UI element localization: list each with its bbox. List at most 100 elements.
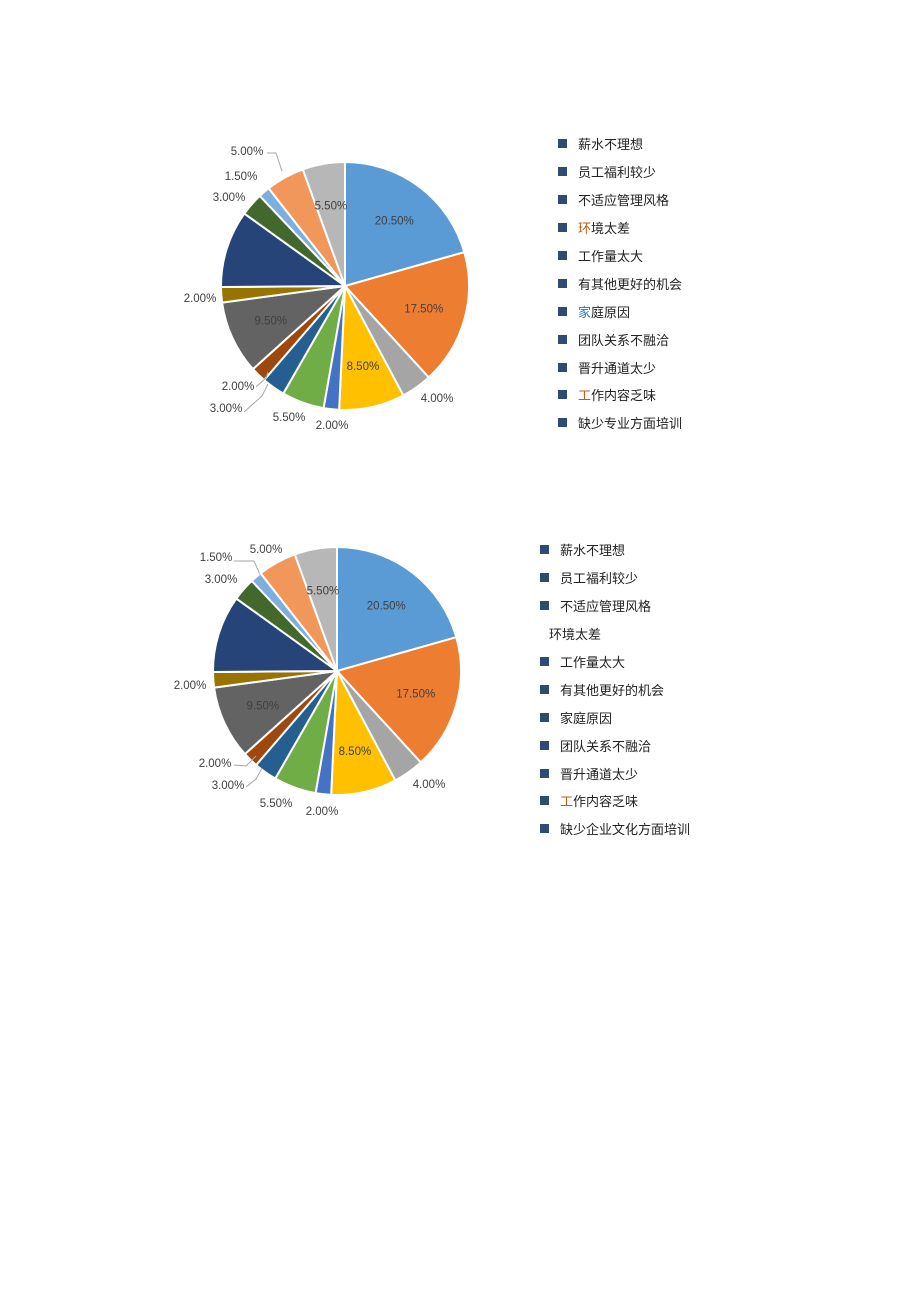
leader-line — [267, 152, 283, 172]
legend-label: 缺少专业方面培训 — [578, 417, 683, 433]
legend-swatch — [540, 796, 549, 806]
legend-label: 工作量太大 — [560, 656, 626, 671]
pie-slice — [293, 545, 338, 672]
leader-line — [243, 383, 269, 413]
legend-swatch — [558, 251, 567, 260]
slice-value-label: 1.50% — [225, 171, 258, 183]
slice-value-label: 5.00% — [231, 146, 264, 158]
legend-label: 团队关系不融洽 — [560, 739, 652, 755]
pie-slice — [211, 597, 341, 673]
legend-swatch — [558, 306, 567, 316]
pie-slice — [336, 545, 458, 673]
slice-value-label: 2.00% — [222, 381, 255, 393]
legend-label: 有其他更好的机会 — [560, 683, 665, 699]
legend-item: 家庭原因 — [558, 297, 682, 325]
legend-item: 环境太差 — [540, 620, 690, 648]
pie-slice — [343, 250, 470, 379]
slice-value-label: 2.00% — [184, 293, 217, 305]
legend-swatch — [558, 362, 567, 372]
legend-swatch — [558, 195, 567, 205]
slice-value-label: 2.00% — [306, 806, 339, 818]
leader-line — [233, 755, 257, 767]
legend-swatch — [558, 139, 567, 149]
legend-swatch — [558, 223, 567, 233]
pie-chart-1-legend: 薪水不理想员工福利较少 不适应管理风格环境太差工作量太大有其他更好的机会家庭原因团… — [558, 130, 682, 437]
legend-label: 工作内容乏味 — [560, 795, 639, 811]
slice-value-label: 1.50% — [200, 552, 233, 564]
legend-item: 工作量太大 — [558, 242, 682, 270]
slice-value-label: 17.50% — [396, 688, 435, 700]
legend-label: 环境太差 — [549, 628, 602, 644]
legend-item: 工作内容乏味 — [558, 381, 682, 409]
slice-value-label: 3.00% — [205, 574, 238, 586]
slice-value-label: 3.00% — [210, 403, 243, 415]
slice-value-label: 8.50% — [339, 746, 372, 758]
slice-value-label: 4.00% — [421, 393, 454, 405]
legend-item: 团队关系不融洽 — [558, 325, 682, 353]
slice-value-label: 17.50% — [404, 303, 443, 315]
slice-value-label: 2.00% — [174, 680, 207, 692]
slice-value-label: 5.50% — [273, 412, 306, 424]
legend-swatch — [558, 418, 567, 428]
legend-swatch — [540, 657, 549, 666]
legend-item: 不适应管理风格 — [540, 592, 690, 620]
slice-value-label: 2.00% — [316, 420, 349, 432]
legend-label: 不适应管理风格 — [560, 600, 652, 616]
legend-label: 家庭原因 — [578, 305, 631, 321]
slice-value-label: 5.00% — [250, 544, 283, 556]
legend-item: 有其他更好的机会 — [540, 675, 690, 703]
leader-line — [255, 371, 269, 388]
slice-value-label: 3.00% — [212, 780, 245, 792]
legend-item: 员工福利较少 — [540, 564, 690, 592]
pie-slice — [344, 160, 466, 288]
pie-slice — [212, 669, 341, 756]
legend-item: 员工福利较少 — [558, 158, 682, 186]
pie-chart-2: 20.50% 17.50% 4.00% 8.50% 2.00% 5.50% 3.00% 2.0… — [0, 0, 920, 838]
legend-item: 有其他更好的机会 — [558, 269, 682, 297]
legend-swatch — [540, 573, 549, 583]
pie-chart-1-svg: 20.50% 17.50% 4.00% 8.50% 2.00% 5.50% 3.00% 2.0… — [184, 146, 470, 432]
slice-value-label: 2.00% — [199, 758, 232, 770]
slice-value-label: 20.50% — [375, 216, 414, 228]
legend-label: 团队关系不融洽 — [578, 333, 670, 349]
pie-slice — [301, 160, 346, 287]
pie-slice — [220, 284, 349, 371]
slice-value-label: 9.50% — [246, 700, 279, 712]
legend-item: 环境太差 — [558, 214, 682, 242]
legend-item: 晋升通道太少 — [540, 759, 690, 787]
legend-label: 员工福利较少 — [578, 166, 657, 182]
legend-swatch — [540, 601, 549, 611]
legend-label: 不适应管理风格 — [578, 194, 670, 210]
legend-label: 工作量太大 — [578, 250, 644, 265]
legend-swatch — [558, 167, 567, 177]
legend-item: 缺少企业文化方面培训 — [540, 815, 690, 843]
legend-swatch — [540, 768, 549, 778]
legend-item: 不适应管理风格 — [558, 186, 682, 214]
legend-swatch — [558, 390, 567, 400]
legend-item: 缺少专业方面培训 — [558, 409, 682, 437]
legend-item: 工作量太大 — [540, 648, 690, 676]
legend-item: 团队关系不融洽 — [540, 731, 690, 759]
legend-label: 薪水不理想 — [560, 544, 626, 560]
legend-label: 薪水不理想 — [578, 138, 644, 154]
legend-swatch — [540, 740, 549, 750]
pie-chart-1: 20.50% 17.50% 4.00% 8.50% 2.00% 5.50% 3.00% 2.0… — [0, 0, 920, 432]
slice-value-label: 4.00% — [413, 779, 446, 791]
legend-item: 工作内容乏味 — [540, 787, 690, 815]
slice-value-label: 5.50% — [315, 200, 348, 212]
legend-label: 晋升通道太少 — [560, 767, 639, 783]
legend-item: 家庭原因 — [540, 703, 690, 731]
legend-swatch — [540, 545, 549, 555]
legend-item: 晋升通道太少 — [558, 353, 682, 381]
legend-label: 员工福利较少 — [560, 572, 639, 588]
legend-swatch — [558, 334, 567, 344]
legend-item: 薪水不理想 — [558, 130, 682, 158]
legend-label: 工作内容乏味 — [578, 389, 657, 405]
pie-slice — [219, 212, 349, 288]
slice-value-label: 8.50% — [347, 361, 380, 373]
slice-value-label: 5.50% — [260, 798, 293, 810]
legend-label: 晋升通道太少 — [578, 361, 657, 377]
slice-value-label: 3.00% — [213, 192, 246, 204]
legend-swatch — [540, 712, 549, 722]
legend-label: 缺少企业文化方面培训 — [560, 823, 691, 839]
